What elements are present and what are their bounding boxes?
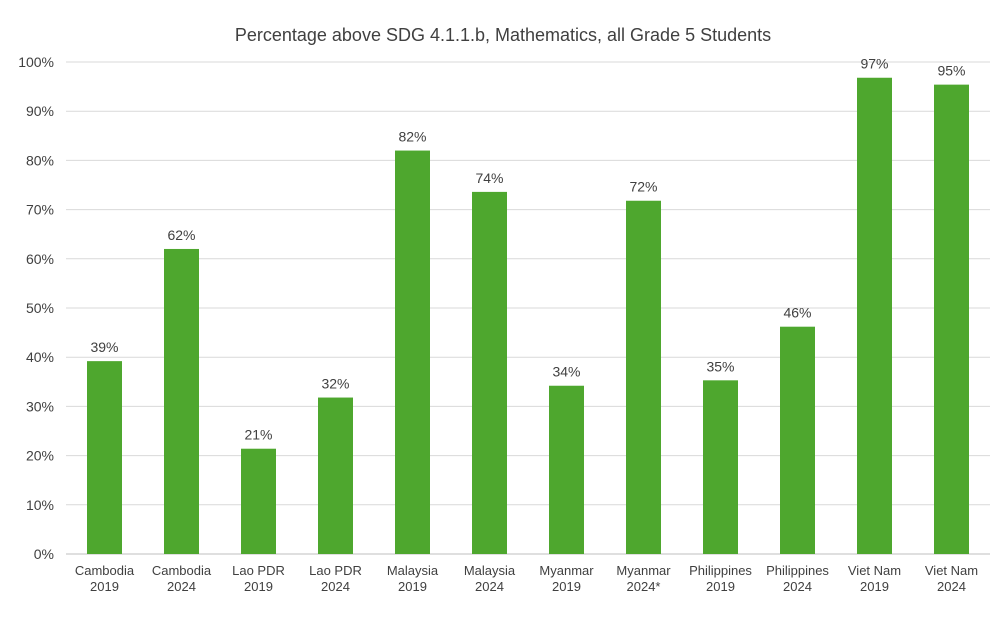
y-tick-label: 60% xyxy=(26,251,54,267)
y-tick-label: 90% xyxy=(26,103,54,119)
y-axis: 0% 10% 20% 30% 40% 50% 60% 70% 80% 90% 100% xyxy=(18,54,54,562)
x-category-label: Viet Nam 2019 xyxy=(848,563,901,594)
x-category-label: Viet Nam 2024 xyxy=(925,563,978,594)
y-tick-label: 30% xyxy=(26,398,54,414)
data-label: 72% xyxy=(629,179,657,195)
data-labels: 39% 62% 21% 32% 82% 74% 34% 72% 35% 46% 97% 95% xyxy=(90,56,965,443)
data-label: 21% xyxy=(244,427,272,443)
bar xyxy=(164,248,199,554)
bar xyxy=(626,200,661,554)
y-tick-label: 10% xyxy=(26,497,54,513)
x-category-label: Cambodia 2024 xyxy=(152,563,212,594)
bar xyxy=(395,150,430,554)
x-category-label: Lao PDR 2019 xyxy=(232,563,285,594)
bar xyxy=(87,361,122,554)
y-tick-label: 100% xyxy=(18,54,54,70)
data-label: 34% xyxy=(552,364,580,380)
chart-title: Percentage above SDG 4.1.1.b, Mathematic… xyxy=(235,25,771,45)
data-label: 46% xyxy=(783,305,811,321)
bar xyxy=(241,448,276,554)
bar xyxy=(703,380,738,554)
x-category-label: Philippines 2019 xyxy=(689,563,752,594)
data-label: 74% xyxy=(475,170,503,186)
x-category-label: Malaysia 2019 xyxy=(387,563,439,594)
y-tick-label: 70% xyxy=(26,202,54,218)
data-label: 95% xyxy=(937,63,965,79)
x-category-label: Lao PDR 2024 xyxy=(309,563,362,594)
bar xyxy=(857,77,892,554)
data-label: 97% xyxy=(860,56,888,72)
bar xyxy=(318,397,353,554)
y-tick-label: 50% xyxy=(26,300,54,316)
data-label: 82% xyxy=(398,129,426,145)
data-label: 62% xyxy=(167,227,195,243)
data-label: 39% xyxy=(90,339,118,355)
data-label: 35% xyxy=(706,358,734,374)
bars xyxy=(87,77,969,555)
y-tick-label: 80% xyxy=(26,152,54,168)
data-label: 32% xyxy=(321,376,349,392)
bar xyxy=(472,191,507,554)
x-axis: Cambodia 2019 Cambodia 2024 Lao PDR 2019 Lao P… xyxy=(75,563,978,594)
x-category-label: Philippines 2024 xyxy=(766,563,829,594)
y-tick-label: 40% xyxy=(26,349,54,365)
bar xyxy=(934,84,969,555)
bar xyxy=(549,385,584,554)
y-tick-label: 20% xyxy=(26,448,54,464)
x-category-label: Malaysia 2024 xyxy=(464,563,516,594)
x-category-label: Myanmar 2024* xyxy=(616,563,671,594)
bar xyxy=(780,326,815,554)
y-tick-label: 0% xyxy=(34,546,54,562)
x-category-label: Myanmar 2019 xyxy=(539,563,594,594)
gridlines xyxy=(66,61,990,555)
x-category-label: Cambodia 2019 xyxy=(75,563,135,594)
